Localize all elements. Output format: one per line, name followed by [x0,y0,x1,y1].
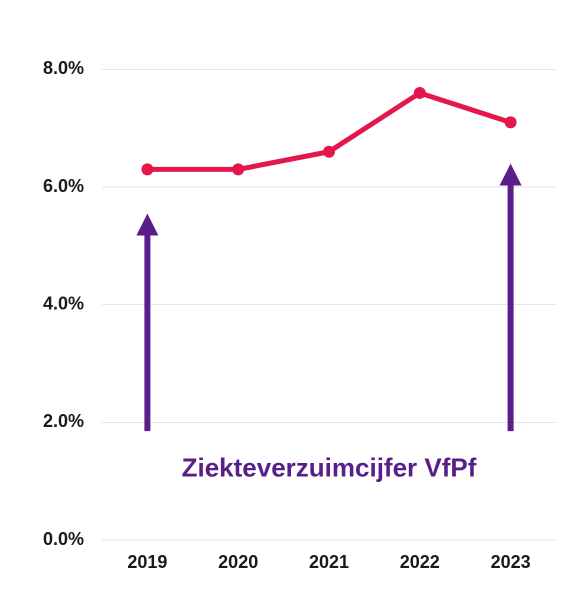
y-tick-label: 6.0% [43,176,84,196]
x-tick-label: 2021 [309,552,349,572]
x-tick-label: 2020 [218,552,258,572]
x-tick-label: 2023 [491,552,531,572]
y-tick-label: 0.0% [43,529,84,549]
x-tick-label: 2022 [400,552,440,572]
line-chart: 0.0% 2.0% 4.0% 6.0% 8.0% 2019 2020 2021 2022 2023… [0,0,584,600]
y-tick-label: 2.0% [43,411,84,431]
series-marker [505,116,517,128]
chart-caption: Ziekteverzuimcijfer VfPf [182,452,477,482]
y-tick-label: 8.0% [43,58,84,78]
y-tick-label: 4.0% [43,293,84,313]
series-marker [232,163,244,175]
series-marker [323,146,335,158]
x-tick-label: 2019 [127,552,167,572]
series-marker [141,163,153,175]
chart-svg: 0.0% 2.0% 4.0% 6.0% 8.0% 2019 2020 2021 2022 2023… [0,0,584,600]
series-marker [414,87,426,99]
